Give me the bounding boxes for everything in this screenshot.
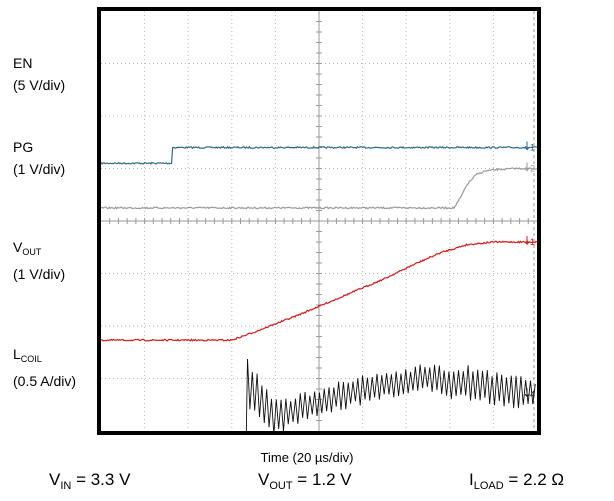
svg-text:1: 1 xyxy=(530,237,535,247)
condition-vin: VIN = 3.3 V xyxy=(49,470,130,492)
pg-name: PG xyxy=(13,139,34,155)
lcoil-name-sub: COIL xyxy=(20,354,42,364)
vin-sub: IN xyxy=(60,480,72,492)
series-en-trace xyxy=(101,145,537,165)
iload-main: I xyxy=(469,470,474,489)
vout-name-sub: OUT xyxy=(22,247,42,257)
svg-text:4: 4 xyxy=(530,389,535,399)
oscilloscope-plot: 1 2 1 4 xyxy=(101,11,537,431)
channel-lcoil-marker: 4 xyxy=(524,388,535,399)
vout-scale: (1 V/div) xyxy=(13,266,66,282)
vin-value: = 3.3 V xyxy=(71,470,131,489)
vout-cond-main: V xyxy=(258,470,270,489)
condition-iload: ILOAD = 2.2 Ω xyxy=(469,470,564,492)
oscilloscope-screen: 1 2 1 4 xyxy=(97,7,541,435)
channel-vout-marker: 1 xyxy=(524,236,535,247)
iload-sub: LOAD xyxy=(473,480,504,492)
vin-main: V xyxy=(49,470,61,489)
channel-en-marker: 1 xyxy=(524,141,535,153)
iload-value: = 2.2 Ω xyxy=(503,470,565,489)
series-lcoil-trace xyxy=(245,358,536,431)
series-vout-trace xyxy=(101,240,537,342)
svg-text:2: 2 xyxy=(530,164,535,174)
series-pg-trace xyxy=(101,167,537,210)
channel-label-lcoil: LCOIL (0.5 A/div) xyxy=(13,343,76,392)
en-name: EN xyxy=(13,55,33,71)
pg-scale: (1 V/div) xyxy=(13,161,66,177)
condition-vout: VOUT = 1.2 V xyxy=(258,470,352,492)
vout-name-main: V xyxy=(13,239,23,255)
svg-text:1: 1 xyxy=(530,143,535,153)
lcoil-scale: (0.5 A/div) xyxy=(13,373,77,389)
en-scale: (5 V/div) xyxy=(13,77,66,93)
channel-label-pg: PG (1 V/div) xyxy=(13,136,65,180)
channel-pg-marker: 2 xyxy=(524,162,535,174)
vout-cond-value: = 1.2 V xyxy=(292,470,352,489)
x-axis-label: Time (20 µs/div) xyxy=(260,450,354,465)
channel-label-en: EN (5 V/div) xyxy=(13,52,65,96)
channel-label-vout: VOUT (1 V/div) xyxy=(13,236,65,285)
lcoil-name-main: L xyxy=(13,346,21,362)
vout-cond-sub: OUT xyxy=(269,480,293,492)
